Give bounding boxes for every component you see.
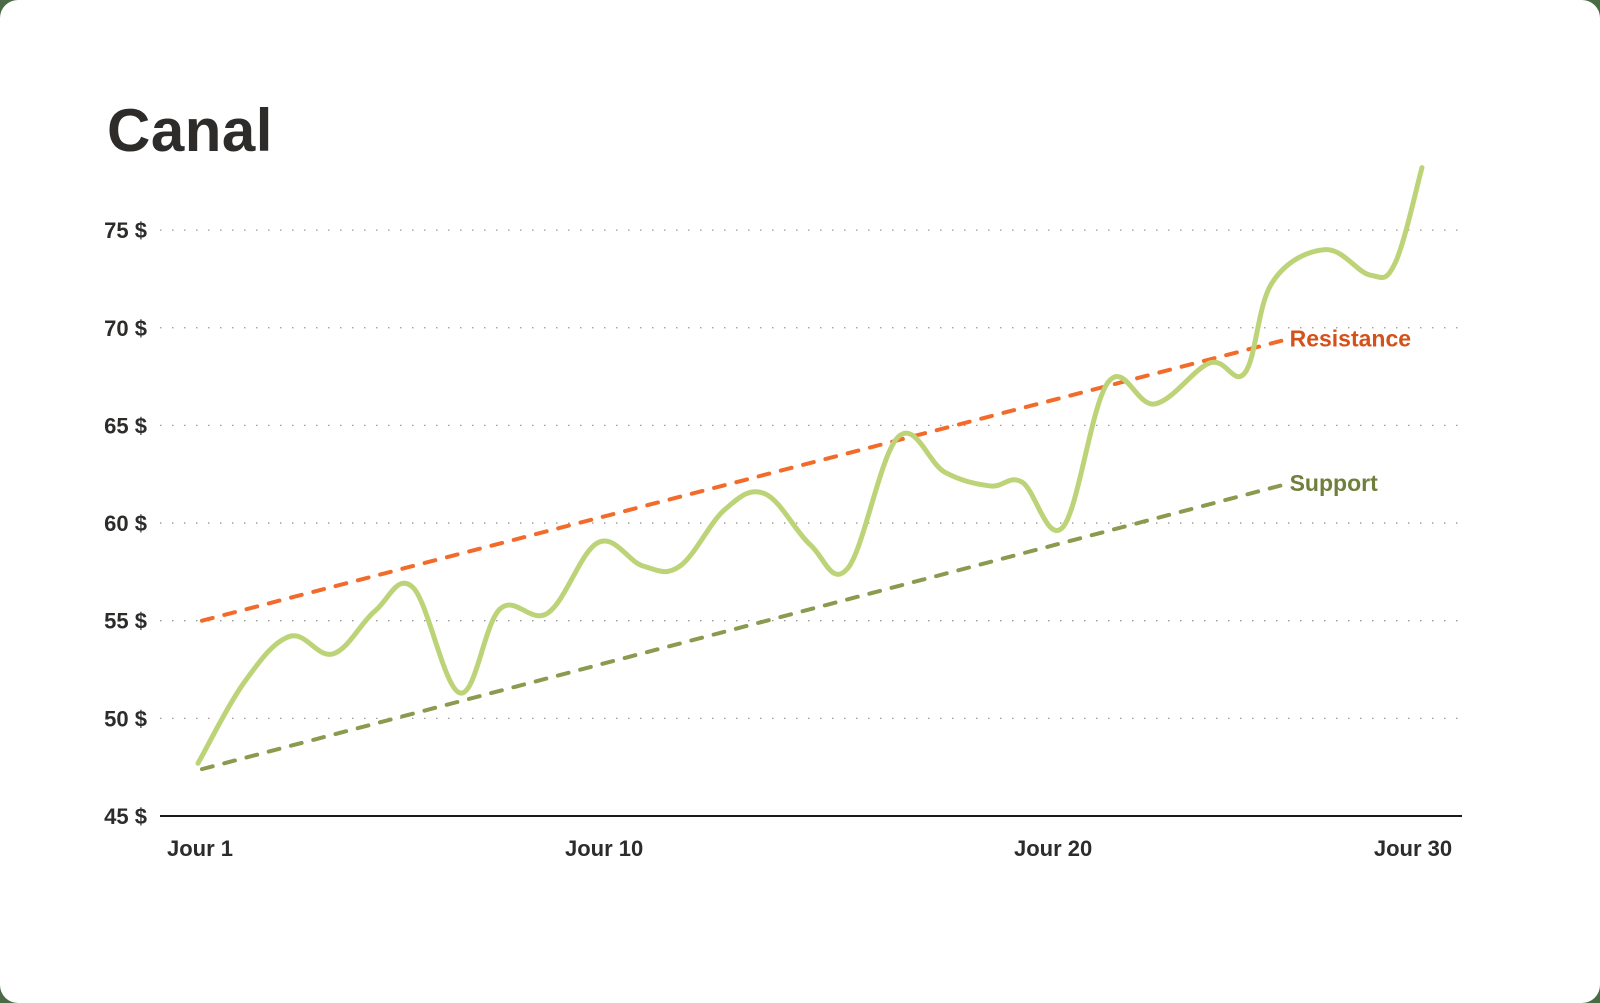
x-tick-label: Jour 20: [1014, 836, 1092, 861]
y-tick-label: 55 $: [104, 609, 147, 634]
price-line: [195, 165, 1425, 766]
gridlines: [160, 229, 1462, 719]
y-tick-label: 60 $: [104, 511, 147, 536]
support-line: [200, 481, 1289, 772]
y-tick-label: 50 $: [104, 706, 147, 731]
y-tick-label: 65 $: [104, 413, 147, 438]
chart-title: Canal: [107, 97, 273, 164]
x-tick-label: Jour 10: [565, 836, 643, 861]
y-tick-label: 75 $: [104, 218, 147, 243]
resistance-line: [200, 337, 1289, 623]
y-tick-label: 70 $: [104, 316, 147, 341]
x-tick-label: Jour 30: [1374, 836, 1452, 861]
support-label: Support: [1290, 470, 1378, 496]
y-tick-label: 45 $: [104, 804, 147, 829]
x-tick-label: Jour 1: [167, 836, 233, 861]
x-axis-labels: Jour 1 Jour 10 Jour 20 Jour 30: [167, 836, 1452, 861]
y-axis-labels: 45 $ 50 $ 55 $ 60 $ 65 $ 70 $ 75 $: [104, 218, 147, 829]
resistance-label: Resistance: [1290, 325, 1411, 351]
